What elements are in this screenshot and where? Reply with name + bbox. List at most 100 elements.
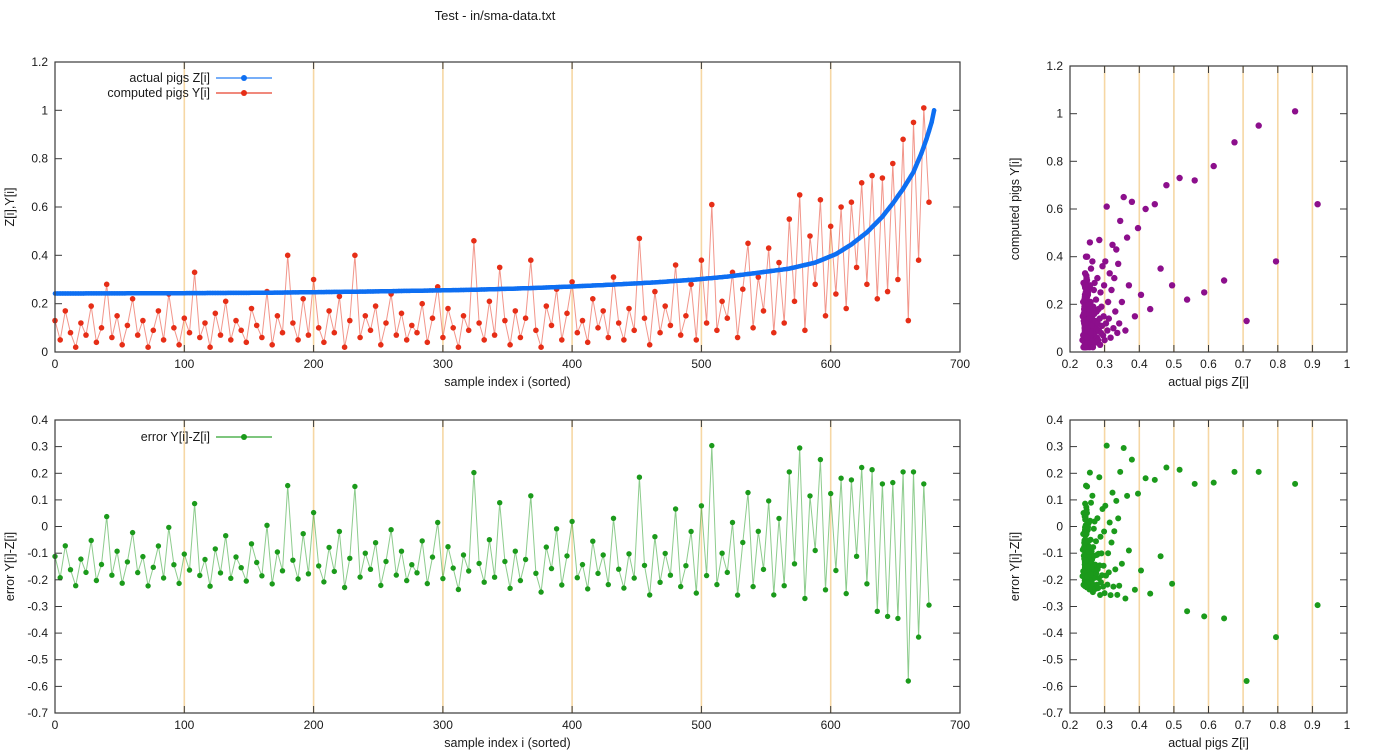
svg-text:600: 600 [821,718,841,732]
chart-bl: 0 100 200 300 400 500 600 700 0.4 0.3 0.2 0.1 0 -0.1 -… [0,396,990,750]
svg-text:500: 500 [691,718,711,732]
svg-text:-0.4: -0.4 [27,626,48,640]
svg-text:0.2: 0.2 [1062,718,1079,732]
svg-text:0.6: 0.6 [31,200,48,214]
svg-text:0.6: 0.6 [1046,202,1063,216]
svg-text:-0.4: -0.4 [1042,626,1063,640]
chart-br-svg: 0.2 0.3 0.4 0.5 0.6 0.7 0.8 0.9 1 0.4 0.3 0.2 0.1 0 -0… [1008,413,1351,750]
svg-text:computed pigs Y[i]: computed pigs Y[i] [107,86,210,100]
svg-text:1: 1 [41,103,48,117]
svg-text:0.4: 0.4 [1131,357,1148,371]
svg-text:0.8: 0.8 [31,152,48,166]
svg-text:0: 0 [41,520,48,534]
svg-text:400: 400 [562,718,582,732]
series-E [52,442,932,684]
chart-tl-svg: 0 100 200 300 400 500 600 700 0 0.2 0.4 0.6 0.8 1 1.2 s… [3,55,970,389]
y-axis-label: error Y[i]-Z[i] [3,532,17,601]
svg-text:0.6: 0.6 [1200,357,1217,371]
y-axis-label: error Y[i]-Z[i] [1008,532,1022,601]
svg-text:200: 200 [304,357,324,371]
svg-text:-0.3: -0.3 [27,600,48,614]
svg-text:0.4: 0.4 [1131,718,1148,732]
chart-tl: 0 100 200 300 400 500 600 700 0 0.2 0.4 0.6 0.8 1 1.2 s… [0,40,990,408]
svg-text:0.3: 0.3 [1046,440,1063,454]
tick-labels: 0.2 0.3 0.4 0.5 0.6 0.7 0.8 0.9 100.20.40.60.811… [1046,59,1350,371]
svg-text:0.9: 0.9 [1304,357,1321,371]
grid-lines [183,62,832,352]
grid-lines [1103,420,1314,713]
x-axis-label: sample index i (sorted) [444,736,570,750]
svg-text:0.4: 0.4 [31,248,48,262]
svg-text:300: 300 [433,357,453,371]
tick-labels: 0 100 200 300 400 500 600 700 0 0.2 0.4 0.6 0.8 1 1.2 [31,55,970,371]
svg-text:1: 1 [1056,107,1063,121]
tick-labels: 0.2 0.3 0.4 0.5 0.6 0.7 0.8 0.9 1 0.4 0.3 0.2 0.1 0 -0… [1042,413,1350,732]
svg-text:0: 0 [1056,345,1063,359]
page-title: Test - in/sma-data.txt [434,8,556,23]
svg-text:100: 100 [174,718,194,732]
svg-text:100: 100 [174,357,194,371]
svg-text:0.3: 0.3 [1096,357,1113,371]
chart-bl-svg: 0 100 200 300 400 500 600 700 0.4 0.3 0.2 0.1 0 -0.1 -… [3,413,970,750]
svg-text:0.9: 0.9 [1304,718,1321,732]
svg-text:0.6: 0.6 [1200,718,1217,732]
series-Y [52,105,932,351]
svg-text:-0.5: -0.5 [1042,653,1063,667]
grid-lines [183,420,832,713]
svg-text:300: 300 [433,718,453,732]
series-Z [52,108,937,296]
svg-text:0.4: 0.4 [31,413,48,427]
chart-tr-svg: 0.2 0.3 0.4 0.5 0.6 0.7 0.8 0.9 100.20.40.60.811… [1008,59,1351,389]
svg-text:600: 600 [821,357,841,371]
svg-text:-0.5: -0.5 [27,653,48,667]
svg-text:0.1: 0.1 [1046,493,1063,507]
svg-text:-0.6: -0.6 [1042,679,1063,693]
svg-text:0: 0 [1056,520,1063,534]
svg-text:0.2: 0.2 [31,297,48,311]
svg-text:0.5: 0.5 [1166,357,1183,371]
axes-frame [1069,419,1348,714]
chart-br: 0.2 0.3 0.4 0.5 0.6 0.7 0.8 0.9 1 0.4 0.3 0.2 0.1 0 -0… [1005,396,1400,750]
tick-labels: 0 100 200 300 400 500 600 700 0.4 0.3 0.2 0.1 0 -0.1 -… [27,413,970,732]
svg-text:0.4: 0.4 [1046,250,1063,264]
svg-text:0.7: 0.7 [1235,357,1252,371]
svg-text:1: 1 [1344,718,1351,732]
svg-text:0.2: 0.2 [31,466,48,480]
svg-text:700: 700 [950,718,970,732]
svg-text:0.4: 0.4 [1046,413,1063,427]
svg-text:-0.1: -0.1 [1042,546,1063,560]
y-axis-label: Z[i],Y[i] [3,188,17,227]
x-axis-label: actual pigs Z[i] [1168,736,1249,750]
svg-text:1: 1 [1344,357,1351,371]
svg-text:0.2: 0.2 [1046,297,1063,311]
legend: actual pigs Z[i]computed pigs Y[i] [107,71,272,100]
svg-text:0.2: 0.2 [1062,357,1079,371]
svg-text:0.3: 0.3 [1096,718,1113,732]
svg-text:-0.2: -0.2 [1042,573,1063,587]
svg-text:0.8: 0.8 [1046,154,1063,168]
svg-text:0.3: 0.3 [31,440,48,454]
svg-text:-0.7: -0.7 [1042,706,1063,720]
grid-lines [1103,66,1314,352]
svg-text:0.2: 0.2 [1046,466,1063,480]
svg-text:1.2: 1.2 [31,55,48,69]
svg-text:0: 0 [52,357,59,371]
x-axis-label: sample index i (sorted) [444,375,570,389]
axes-frame [54,61,961,353]
svg-text:actual pigs Z[i]: actual pigs Z[i] [129,71,210,85]
chart-tr: 0.2 0.3 0.4 0.5 0.6 0.7 0.8 0.9 1 0 0.2 0.4 0.6 0.8 1 1… [1005,40,1400,408]
axes-frame [1069,65,1348,353]
svg-text:0: 0 [41,345,48,359]
svg-text:0.8: 0.8 [1269,718,1286,732]
axes-frame [54,419,961,714]
series-ZE [1079,442,1321,684]
svg-text:0.7: 0.7 [1235,718,1252,732]
svg-text:1.2: 1.2 [1046,59,1063,73]
svg-text:error Y[i]-Z[i]: error Y[i]-Z[i] [141,430,210,444]
y-axis-label: computed pigs Y[i] [1008,158,1022,261]
svg-text:-0.7: -0.7 [27,706,48,720]
svg-text:400: 400 [562,357,582,371]
svg-text:0.8: 0.8 [1269,357,1286,371]
svg-text:-0.1: -0.1 [27,546,48,560]
x-axis-label: actual pigs Z[i] [1168,375,1249,389]
